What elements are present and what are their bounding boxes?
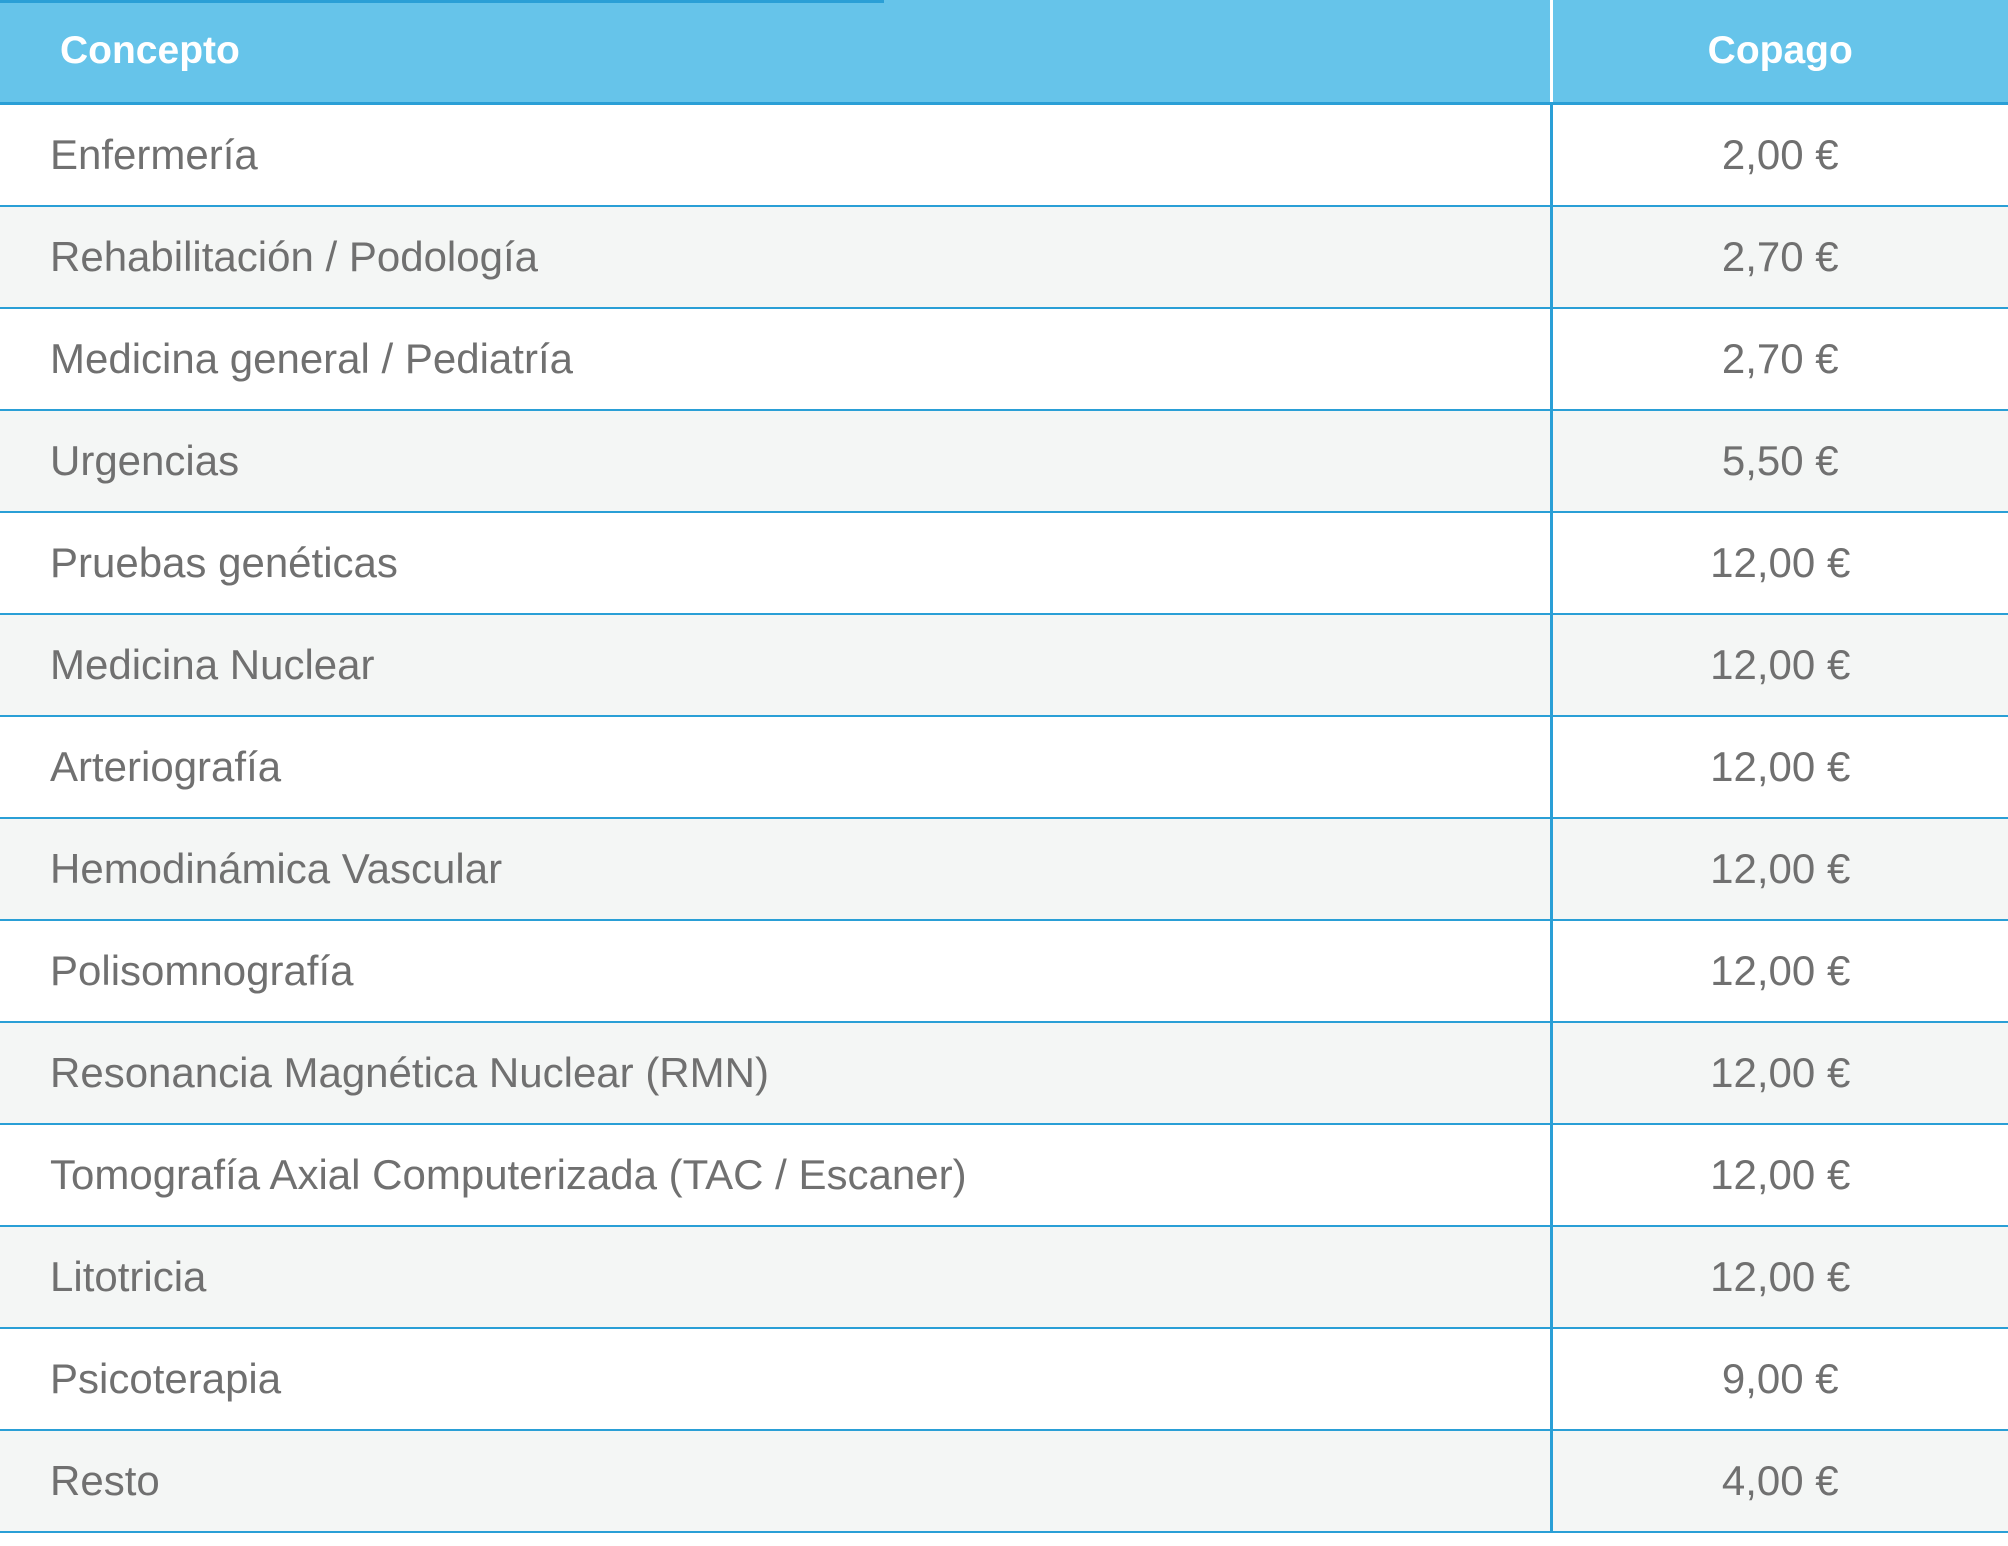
concept-cell: Polisomnografía: [0, 920, 1553, 1023]
table-row: Polisomnografía 12,00 €: [0, 920, 2008, 1023]
table-row: Urgencias 5,50 €: [0, 410, 2008, 513]
table-row: Hemodinámica Vascular 12,00 €: [0, 818, 2008, 921]
concept-cell: Psicoterapia: [0, 1328, 1553, 1431]
copago-cell: 12,00 €: [1551, 716, 2008, 819]
table-row: Psicoterapia 9,00 €: [0, 1328, 2008, 1431]
header-row: Concepto Copago: [0, 0, 2008, 105]
copago-cell: 4,00 €: [1551, 1430, 2008, 1533]
table-row: Medicina Nuclear 12,00 €: [0, 614, 2008, 717]
concept-cell: Rehabilitación / Podología: [0, 206, 1553, 309]
copago-cell: 12,00 €: [1551, 512, 2008, 615]
concept-cell: Resto: [0, 1430, 1553, 1533]
top-accent-line: [0, 0, 884, 3]
copago-cell: 12,00 €: [1551, 920, 2008, 1023]
copago-cell: 2,70 €: [1551, 308, 2008, 411]
concept-cell: Tomografía Axial Computerizada (TAC / Es…: [0, 1124, 1553, 1227]
column-header-concepto: Concepto: [0, 0, 1553, 105]
table-row: Litotricia 12,00 €: [0, 1226, 2008, 1329]
concept-cell: Arteriografía: [0, 716, 1553, 819]
copago-cell: 12,00 €: [1551, 1124, 2008, 1227]
table-row: Resto 4,00 €: [0, 1430, 2008, 1533]
table-row: Tomografía Axial Computerizada (TAC / Es…: [0, 1124, 2008, 1227]
table-row: Medicina general / Pediatría 2,70 €: [0, 308, 2008, 411]
table-body: Enfermería 2,00 € Rehabilitación / Podol…: [0, 103, 2008, 1533]
copago-cell: 5,50 €: [1551, 410, 2008, 513]
concept-cell: Hemodinámica Vascular: [0, 818, 1553, 921]
copago-cell: 2,70 €: [1551, 206, 2008, 309]
concept-cell: Urgencias: [0, 410, 1553, 513]
copago-cell: 2,00 €: [1551, 103, 2008, 207]
concept-cell: Resonancia Magnética Nuclear (RMN): [0, 1022, 1553, 1125]
copago-cell: 12,00 €: [1551, 1226, 2008, 1329]
copago-cell: 12,00 €: [1551, 1022, 2008, 1125]
table-row: Pruebas genéticas 12,00 €: [0, 512, 2008, 615]
copago-cell: 12,00 €: [1551, 818, 2008, 921]
table-header: Concepto Copago: [0, 0, 2008, 105]
table-row: Rehabilitación / Podología 2,70 €: [0, 206, 2008, 309]
table-row: Enfermería 2,00 €: [0, 103, 2008, 207]
concept-cell: Pruebas genéticas: [0, 512, 1553, 615]
concept-cell: Litotricia: [0, 1226, 1553, 1329]
table-row: Arteriografía 12,00 €: [0, 716, 2008, 819]
concept-cell: Medicina Nuclear: [0, 614, 1553, 717]
table-row: Resonancia Magnética Nuclear (RMN) 12,00…: [0, 1022, 2008, 1125]
copago-cell: 12,00 €: [1551, 614, 2008, 717]
concept-cell: Enfermería: [0, 103, 1553, 207]
concept-cell: Medicina general / Pediatría: [0, 308, 1553, 411]
copago-cell: 9,00 €: [1551, 1328, 2008, 1431]
column-header-copago: Copago: [1551, 0, 2008, 105]
